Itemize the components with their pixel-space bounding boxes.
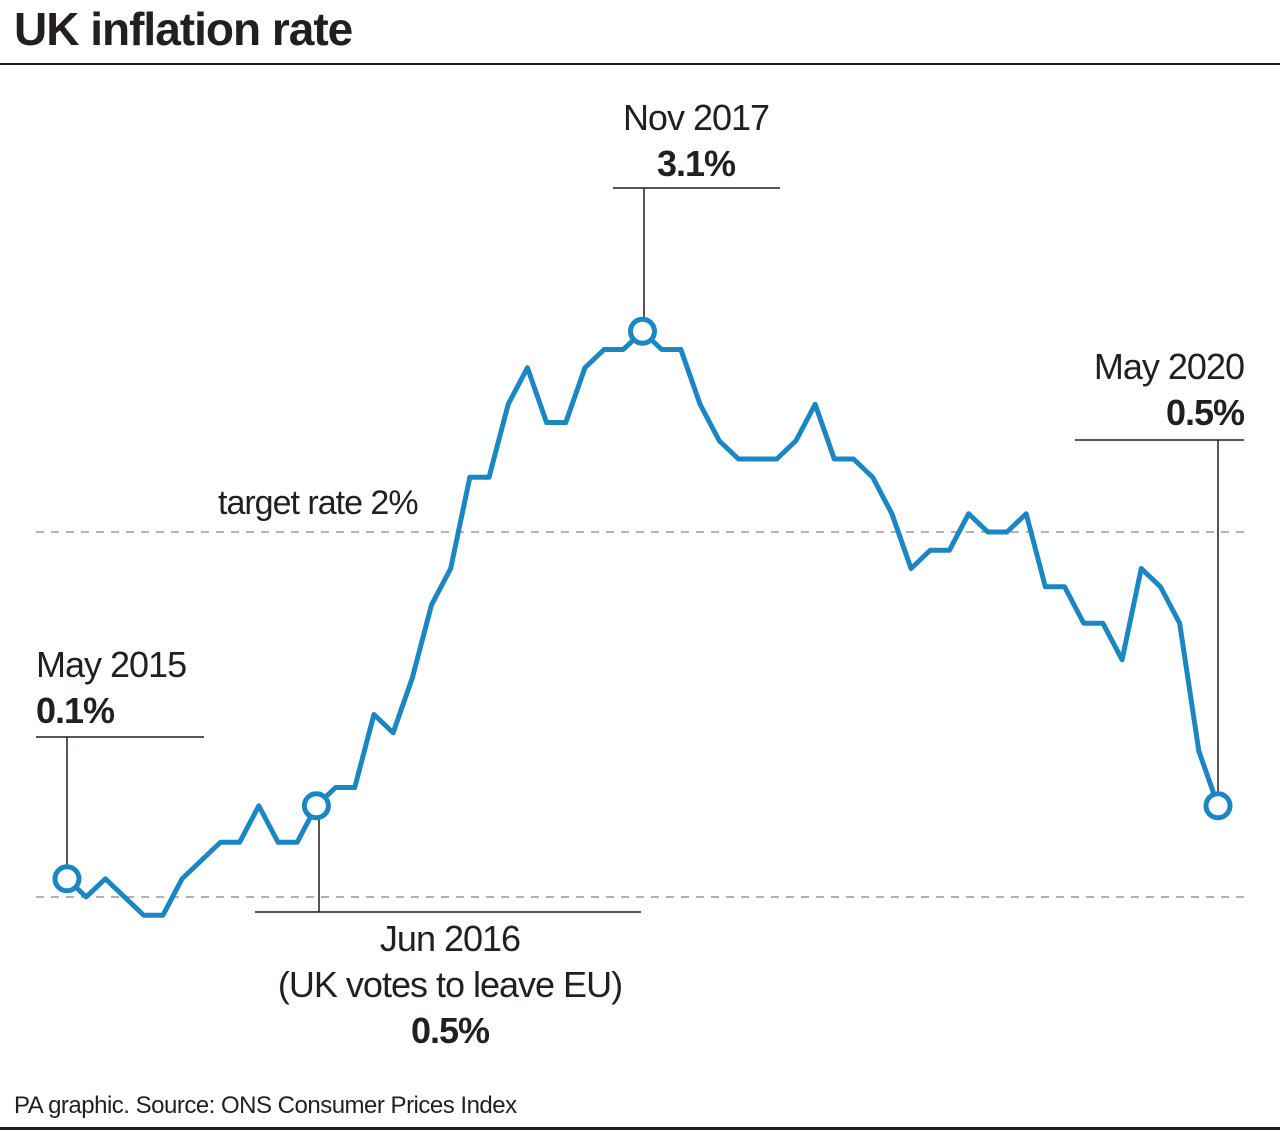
annotation-marker-2	[628, 316, 657, 346]
annotation-marker-0	[52, 864, 82, 894]
target-rate-label: target rate 2%	[218, 484, 419, 522]
annotation-date-may-2020: May 2020	[1093, 346, 1245, 387]
annotation-value-nov-2017: 3.1%	[656, 143, 736, 184]
bottom-rule	[0, 1127, 1280, 1130]
annotation-date-jun-2016: Jun 2016	[379, 918, 521, 959]
title-rule	[0, 63, 1280, 65]
annotation-value-may-2015: 0.1%	[36, 690, 115, 731]
chart-title: UK inflation rate	[14, 3, 353, 55]
annotation-value-jun-2016: 0.5%	[410, 1010, 490, 1051]
annotation-date-may-2015: May 2015	[36, 644, 187, 685]
annotation-note-jun-2016: (UK votes to leave EU)	[277, 964, 623, 1005]
annotation-date-nov-2017: Nov 2017	[622, 97, 770, 138]
source-note: PA graphic. Source: ONS Consumer Prices …	[14, 1092, 517, 1119]
annotation-value-may-2020: 0.5%	[1165, 392, 1245, 433]
annotation-marker-3	[1203, 791, 1233, 821]
annotation-marker-1	[301, 791, 331, 821]
